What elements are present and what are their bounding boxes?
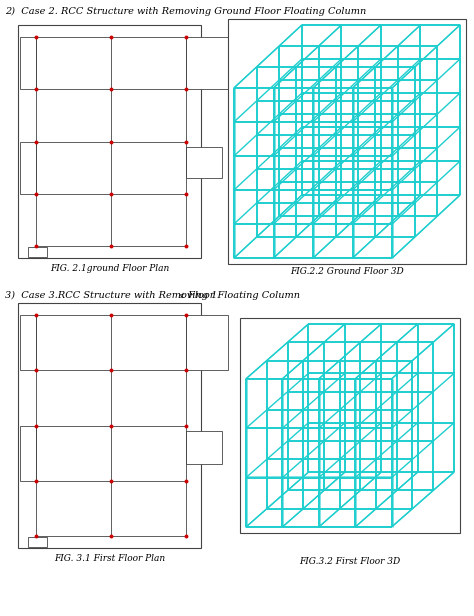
Text: st: st <box>179 292 185 300</box>
Bar <box>186 147 222 178</box>
Text: 2)  Case 2. RCC Structure with Removing Ground Floor Floating Column: 2) Case 2. RCC Structure with Removing G… <box>5 7 366 16</box>
Bar <box>20 142 36 194</box>
Bar <box>28 248 47 257</box>
Bar <box>186 37 228 89</box>
Bar <box>228 19 466 264</box>
Bar <box>20 426 36 480</box>
Bar <box>18 303 201 548</box>
Text: FIG.2.2 Ground Floor 3D: FIG.2.2 Ground Floor 3D <box>290 267 404 276</box>
Bar <box>20 315 36 370</box>
Bar <box>186 315 228 370</box>
Bar <box>28 537 47 547</box>
Bar <box>18 25 201 258</box>
Bar <box>186 431 222 464</box>
Bar <box>20 37 36 89</box>
Text: FIG. 2.1ground Floor Plan: FIG. 2.1ground Floor Plan <box>50 264 169 273</box>
Text: 3)  Case 3.RCC Structure with Removing 1: 3) Case 3.RCC Structure with Removing 1 <box>5 291 218 300</box>
Text: FIG.3.2 First Floor 3D: FIG.3.2 First Floor 3D <box>300 557 401 566</box>
Text: Floor Floating Column: Floor Floating Column <box>185 291 300 300</box>
Bar <box>240 318 460 533</box>
Text: FIG. 3.1 First Floor Plan: FIG. 3.1 First Floor Plan <box>54 554 165 563</box>
